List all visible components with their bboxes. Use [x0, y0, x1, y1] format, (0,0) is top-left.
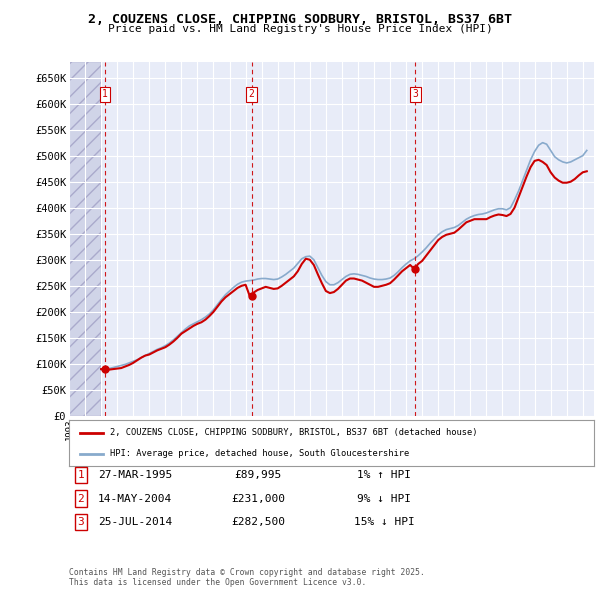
Text: 1: 1	[102, 89, 108, 99]
Text: 2: 2	[77, 494, 85, 503]
Text: Price paid vs. HM Land Registry's House Price Index (HPI): Price paid vs. HM Land Registry's House …	[107, 24, 493, 34]
Text: 2, COUZENS CLOSE, CHIPPING SODBURY, BRISTOL, BS37 6BT: 2, COUZENS CLOSE, CHIPPING SODBURY, BRIS…	[88, 13, 512, 26]
Text: 15% ↓ HPI: 15% ↓ HPI	[353, 517, 415, 527]
Text: Contains HM Land Registry data © Crown copyright and database right 2025.
This d: Contains HM Land Registry data © Crown c…	[69, 568, 425, 587]
Text: 3: 3	[77, 517, 85, 527]
Text: 25-JUL-2014: 25-JUL-2014	[98, 517, 172, 527]
Text: 3: 3	[412, 89, 418, 99]
Text: 2: 2	[248, 89, 254, 99]
Text: £231,000: £231,000	[231, 494, 285, 503]
Text: HPI: Average price, detached house, South Gloucestershire: HPI: Average price, detached house, Sout…	[110, 449, 409, 458]
Text: 9% ↓ HPI: 9% ↓ HPI	[357, 494, 411, 503]
Text: 2, COUZENS CLOSE, CHIPPING SODBURY, BRISTOL, BS37 6BT (detached house): 2, COUZENS CLOSE, CHIPPING SODBURY, BRIS…	[110, 428, 478, 437]
Text: 14-MAY-2004: 14-MAY-2004	[98, 494, 172, 503]
Text: 1: 1	[77, 470, 85, 480]
Text: 27-MAR-1995: 27-MAR-1995	[98, 470, 172, 480]
Text: £282,500: £282,500	[231, 517, 285, 527]
Bar	[69, 62, 101, 416]
Text: £89,995: £89,995	[235, 470, 281, 480]
Text: 1% ↑ HPI: 1% ↑ HPI	[357, 470, 411, 480]
